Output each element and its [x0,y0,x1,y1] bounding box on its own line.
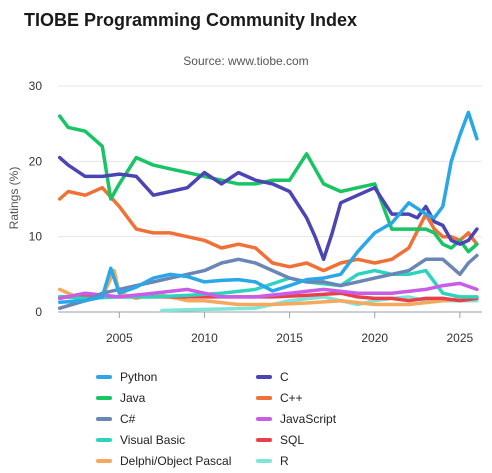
legend-label: R [280,454,289,468]
legend-label: C [280,370,289,384]
x-tick-label: 2025 [447,331,474,345]
y-tick-label: 20 [29,154,43,168]
legend-item-sql[interactable]: SQL [256,431,416,449]
legend-item-c-[interactable]: C# [96,410,256,428]
series-line-java[interactable] [57,114,479,254]
legend-label: JavaScript [280,412,337,426]
legend-item-delphi-object-pascal[interactable]: Delphi/Object Pascal [96,452,256,470]
legend-swatch [96,417,112,421]
legend-label: C++ [280,391,303,405]
legend-swatch [256,459,272,463]
legend-label: Java [120,391,146,405]
y-tick-label: 30 [29,79,43,93]
legend-label: Delphi/Object Pascal [120,454,232,468]
legend-label: Python [120,370,158,384]
legend-label: SQL [280,433,305,447]
y-tick-label: 10 [29,230,43,244]
chart-title: TIOBE Programming Community Index [24,10,358,30]
legend-swatch [256,438,272,442]
y-axis-label: Ratings (%) [7,167,21,230]
series-line-python[interactable] [57,110,479,304]
legend-swatch [96,375,112,379]
legend-item-python[interactable]: Python [96,368,256,386]
legend: Python C Java C++ C# JavaScript Visual Basic SQ… [96,368,456,470]
legend-item-visual-basic[interactable]: Visual Basic [96,431,256,449]
x-tick-label: 2020 [361,331,388,345]
legend-item-java[interactable]: Java [96,389,256,407]
series-layer [57,110,479,313]
series-line-c-[interactable] [57,185,479,273]
legend-swatch [256,375,272,379]
legend-swatch [96,459,112,463]
chart-subtitle: Source: www.tiobe.com [183,54,309,68]
x-tick-label: 2015 [276,331,303,345]
legend-label: Visual Basic [120,433,186,447]
series-line-javascript[interactable] [57,281,479,301]
grid-lines [58,85,482,313]
axes: 0 10 20 30 2005 2010 2015 2020 2025 [29,79,474,345]
legend-item-c[interactable]: C [256,368,416,386]
legend-swatch [96,396,112,400]
legend-label: C# [120,412,136,426]
legend-swatch [256,417,272,421]
legend-swatch [256,396,272,400]
y-tick-label: 0 [35,305,42,319]
legend-swatch [96,438,112,442]
series-line-visual-basic[interactable] [57,268,479,301]
legend-item-c-[interactable]: C++ [256,389,416,407]
x-tick-label: 2005 [106,331,133,345]
legend-item-r[interactable]: R [256,452,416,470]
legend-item-javascript[interactable]: JavaScript [256,410,416,428]
x-tick-label: 2010 [191,331,218,345]
